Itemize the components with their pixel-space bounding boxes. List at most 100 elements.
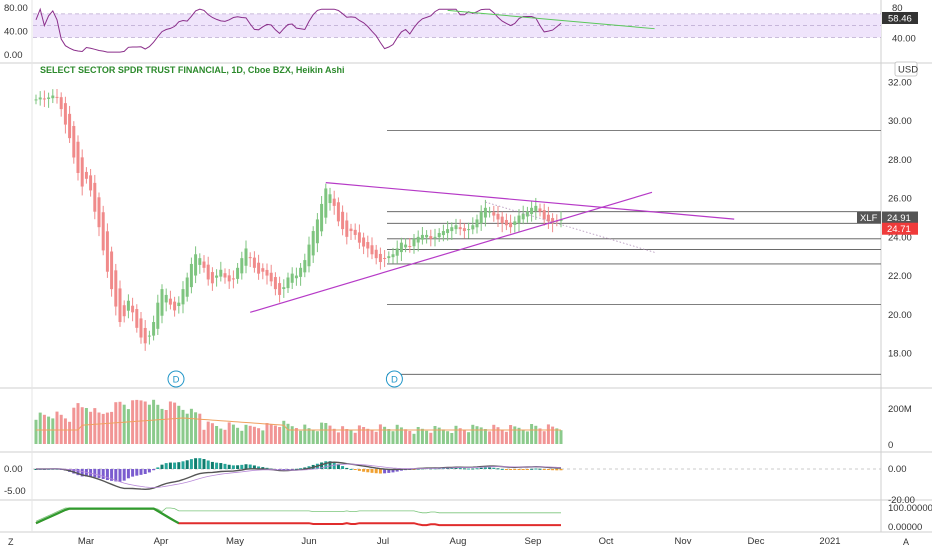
macd-histogram-bar bbox=[416, 468, 420, 470]
oscillator-right-tick: 0.00000 bbox=[888, 522, 922, 533]
volume-bar bbox=[370, 430, 374, 444]
candle bbox=[215, 269, 219, 287]
candle bbox=[395, 240, 399, 264]
dotted-trendline[interactable] bbox=[485, 201, 655, 253]
time-tick-label: Apr bbox=[154, 536, 169, 547]
triangle-lower-trendline[interactable] bbox=[250, 191, 653, 313]
volume-bar bbox=[378, 424, 382, 444]
macd-panel[interactable]: 0.00 -5.00 bbox=[4, 458, 881, 497]
candle bbox=[160, 284, 164, 324]
candle bbox=[131, 297, 135, 322]
candle bbox=[324, 183, 328, 224]
volume-bar bbox=[278, 427, 282, 444]
macd-histogram-bar bbox=[189, 459, 193, 469]
volume-bar bbox=[63, 418, 67, 444]
macd-histogram-bar bbox=[101, 469, 105, 479]
volume-bar bbox=[131, 400, 135, 444]
volume-bar bbox=[509, 425, 513, 444]
dividend-marker[interactable]: D bbox=[385, 370, 403, 388]
volume-bar bbox=[236, 427, 240, 444]
candle bbox=[198, 253, 202, 274]
candle bbox=[446, 221, 450, 241]
macd-histogram-bar bbox=[559, 469, 563, 471]
volume-bar bbox=[517, 427, 521, 444]
volume-bar bbox=[437, 427, 441, 444]
volume-bar bbox=[500, 429, 504, 444]
macd-histogram-bar bbox=[370, 469, 374, 473]
macd-histogram-bar bbox=[462, 468, 466, 470]
oscillator-panel[interactable] bbox=[35, 507, 561, 527]
volume-bar bbox=[282, 420, 286, 444]
candle bbox=[399, 237, 403, 261]
time-tick-label: May bbox=[226, 536, 244, 547]
candle bbox=[47, 92, 51, 108]
last-price-value: 24.71 bbox=[887, 224, 911, 235]
triangle-upper-trendline[interactable] bbox=[325, 182, 735, 220]
macd-histogram-bar bbox=[387, 469, 391, 473]
macd-histogram-bar bbox=[227, 464, 231, 469]
volume-bar bbox=[189, 408, 193, 444]
macd-histogram-bar bbox=[139, 469, 143, 475]
currency-badge[interactable] bbox=[894, 61, 918, 77]
candle bbox=[223, 268, 227, 284]
rsi-panel[interactable]: 80.00 40.00 0.00 bbox=[4, 3, 881, 61]
auto-scale-button[interactable]: A bbox=[903, 537, 909, 547]
macd-histogram-bar bbox=[471, 468, 475, 470]
macd-histogram-bar bbox=[219, 463, 223, 469]
macd-histogram-bar bbox=[299, 468, 303, 470]
volume-bar bbox=[76, 403, 80, 444]
time-tick-label: Oct bbox=[599, 536, 614, 547]
candle bbox=[139, 312, 143, 344]
candle bbox=[513, 216, 517, 233]
price-axis[interactable]: 32.00 30.00 28.00 26.00 24.00 22.00 20.00 18.00… bbox=[857, 3, 932, 533]
candle bbox=[454, 218, 458, 234]
candle bbox=[475, 214, 479, 234]
volume-bar bbox=[244, 424, 248, 444]
volume-bar bbox=[383, 426, 387, 444]
candle bbox=[156, 294, 160, 336]
volume-bar bbox=[303, 424, 307, 444]
time-axis[interactable]: Mar Apr May Jun Jul Aug Sep Oct Nov Dec 2021 bbox=[78, 536, 841, 547]
dividend-marker[interactable]: D bbox=[167, 370, 185, 388]
volume-bar bbox=[475, 426, 479, 444]
volume-bar bbox=[534, 425, 538, 444]
macd-histogram-bar bbox=[223, 463, 227, 469]
volume-bar bbox=[353, 432, 357, 444]
candle bbox=[370, 237, 374, 260]
macd-histogram-bar bbox=[198, 458, 202, 469]
macd-histogram-bar bbox=[236, 465, 240, 469]
svg-text:D: D bbox=[173, 375, 180, 386]
price-tick-label: 26.00 bbox=[888, 194, 912, 205]
candle bbox=[374, 244, 378, 265]
volume-bar bbox=[198, 413, 202, 444]
macd-histogram-bar bbox=[341, 466, 345, 469]
volume-bar bbox=[51, 418, 55, 444]
candle bbox=[542, 203, 546, 226]
macd-histogram-bar bbox=[80, 469, 84, 477]
macd-histogram-bar bbox=[240, 464, 244, 469]
volume-bar bbox=[122, 404, 126, 444]
volume-panel[interactable] bbox=[34, 399, 563, 444]
macd-right-tick: -20.00 bbox=[888, 495, 915, 506]
candle bbox=[437, 228, 441, 242]
macd-histogram-bar bbox=[475, 468, 479, 470]
macd-histogram-bar bbox=[525, 469, 529, 470]
candle bbox=[122, 300, 126, 323]
macd-histogram-bar bbox=[366, 469, 370, 473]
price-tick-label: 32.00 bbox=[888, 78, 912, 89]
candle bbox=[244, 240, 248, 274]
corner-left-label[interactable]: Z bbox=[8, 537, 14, 547]
volume-bar bbox=[265, 423, 269, 444]
candle bbox=[530, 201, 534, 222]
macd-histogram-bar bbox=[156, 467, 160, 469]
candle bbox=[227, 268, 231, 289]
macd-histogram-bar bbox=[332, 462, 336, 469]
candle bbox=[269, 264, 273, 287]
rsi-trendline[interactable] bbox=[447, 9, 655, 30]
candle bbox=[416, 230, 420, 252]
last-price-tag bbox=[882, 222, 918, 235]
price-tick-label: 20.00 bbox=[888, 310, 912, 321]
macd-histogram-bar bbox=[450, 467, 454, 469]
